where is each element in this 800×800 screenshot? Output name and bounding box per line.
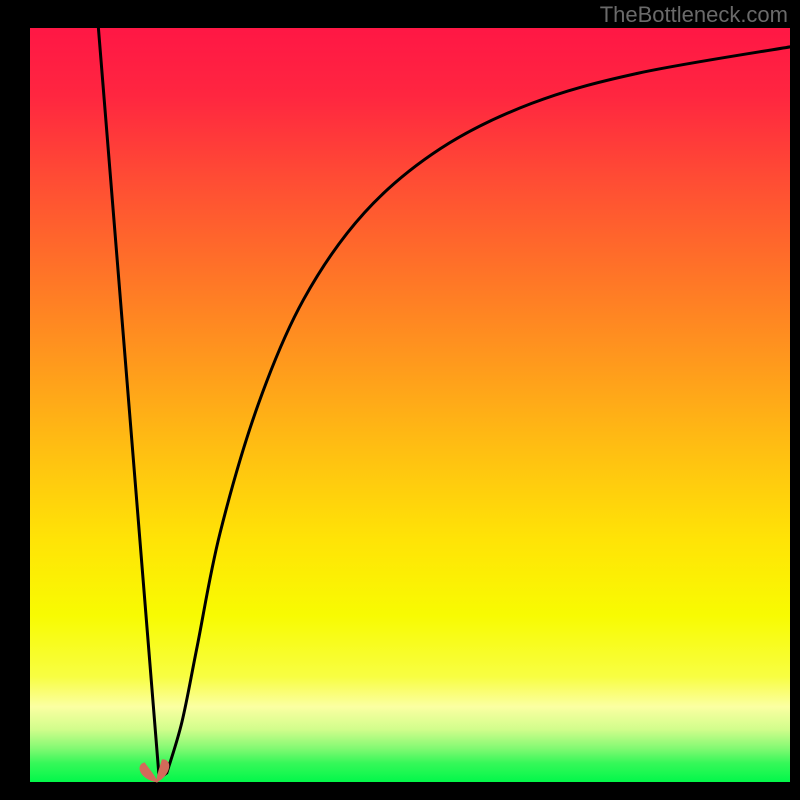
watermark-text: TheBottleneck.com: [600, 2, 788, 28]
chart-container: TheBottleneck.com: [0, 0, 800, 800]
gradient-background: [30, 28, 790, 782]
